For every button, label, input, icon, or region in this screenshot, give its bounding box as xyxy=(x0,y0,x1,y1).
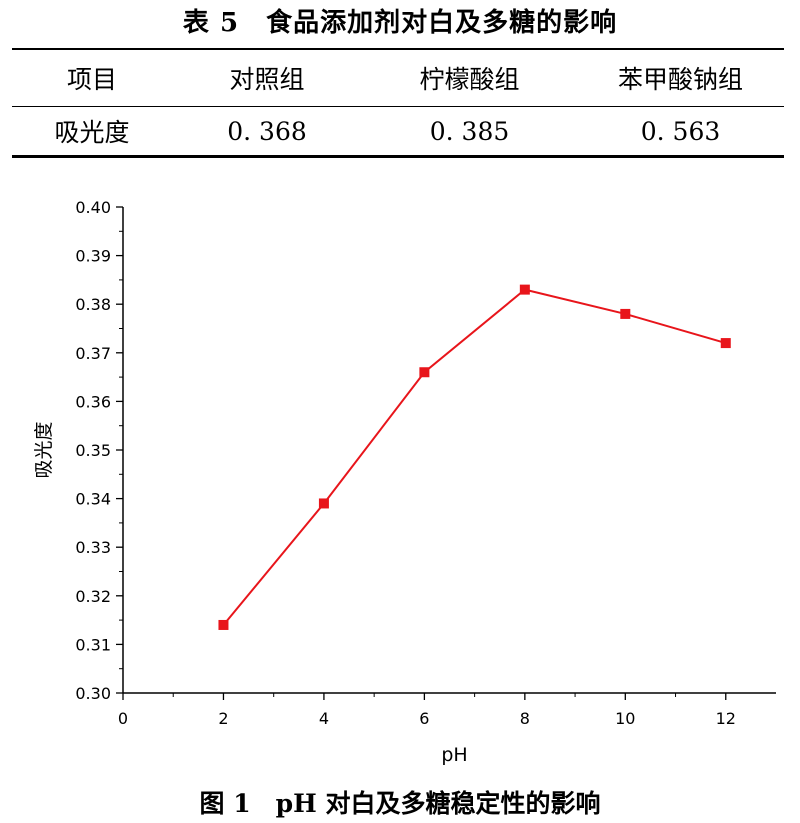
series-line xyxy=(222,288,727,626)
table-header-cell: 项目 xyxy=(66,65,117,94)
table-cell: 0. 368 xyxy=(227,116,307,146)
line-chart: 0.30 0.31 0.32 0.33 0.34 0.35 0.36 0.37 0.38 0.39… xyxy=(33,198,776,766)
y-tick-label: 0.30 xyxy=(75,684,111,703)
x-tick-label: 8 xyxy=(520,709,530,728)
y-tick-label: 0.40 xyxy=(75,198,111,217)
data-point-marker xyxy=(620,308,631,319)
y-tick-label: 0.38 xyxy=(75,295,111,314)
y-tick-label: 0.32 xyxy=(75,587,111,606)
figure-caption: 图 1 pH 对白及多糖稳定性的影响 xyxy=(199,789,601,818)
table-cell: 吸光度 xyxy=(54,118,130,147)
table-row: 吸光度 0. 368 0. 385 0. 563 xyxy=(12,107,784,155)
data-point-marker xyxy=(720,338,731,349)
y-tick-label: 0.35 xyxy=(75,441,111,460)
table-cell: 0. 563 xyxy=(640,116,721,146)
y-tick-label: 0.31 xyxy=(75,635,111,654)
data-point-marker xyxy=(218,619,229,630)
data-point-marker xyxy=(519,284,530,295)
table-cell: 0. 385 xyxy=(429,116,510,146)
table-header-cell: 苯甲酸钠组 xyxy=(617,65,743,94)
x-tick-label: 10 xyxy=(615,709,635,728)
data-table: 项目 对照组 柠檬酸组 苯甲酸钠组 吸光度 0. 368 0. 385 0. 5… xyxy=(12,48,784,158)
x-tick-label: 2 xyxy=(218,709,228,728)
y-tick-label: 0.34 xyxy=(75,490,111,509)
data-point-marker xyxy=(318,498,329,509)
table-title: 表 5 食品添加剂对白及多糖的影响 xyxy=(182,8,618,38)
y-axis-title: 吸光度 xyxy=(33,421,55,478)
table-header-cell: 对照组 xyxy=(229,65,305,94)
y-tick-label: 0.37 xyxy=(75,344,111,363)
x-tick-label: 0 xyxy=(118,709,128,728)
x-tick-label: 4 xyxy=(319,709,329,728)
y-tick-label: 0.39 xyxy=(75,247,111,266)
y-tick-label: 0.33 xyxy=(75,538,111,557)
x-tick-label: 12 xyxy=(716,709,736,728)
data-point-marker xyxy=(419,367,430,378)
x-tick-label: 6 xyxy=(419,709,429,728)
y-tick-label: 0.36 xyxy=(75,392,111,411)
table-header-cell: 柠檬酸组 xyxy=(419,65,520,94)
table-header-row: 项目 对照组 柠檬酸组 苯甲酸钠组 xyxy=(12,50,784,107)
x-axis-title: pH xyxy=(441,744,467,766)
